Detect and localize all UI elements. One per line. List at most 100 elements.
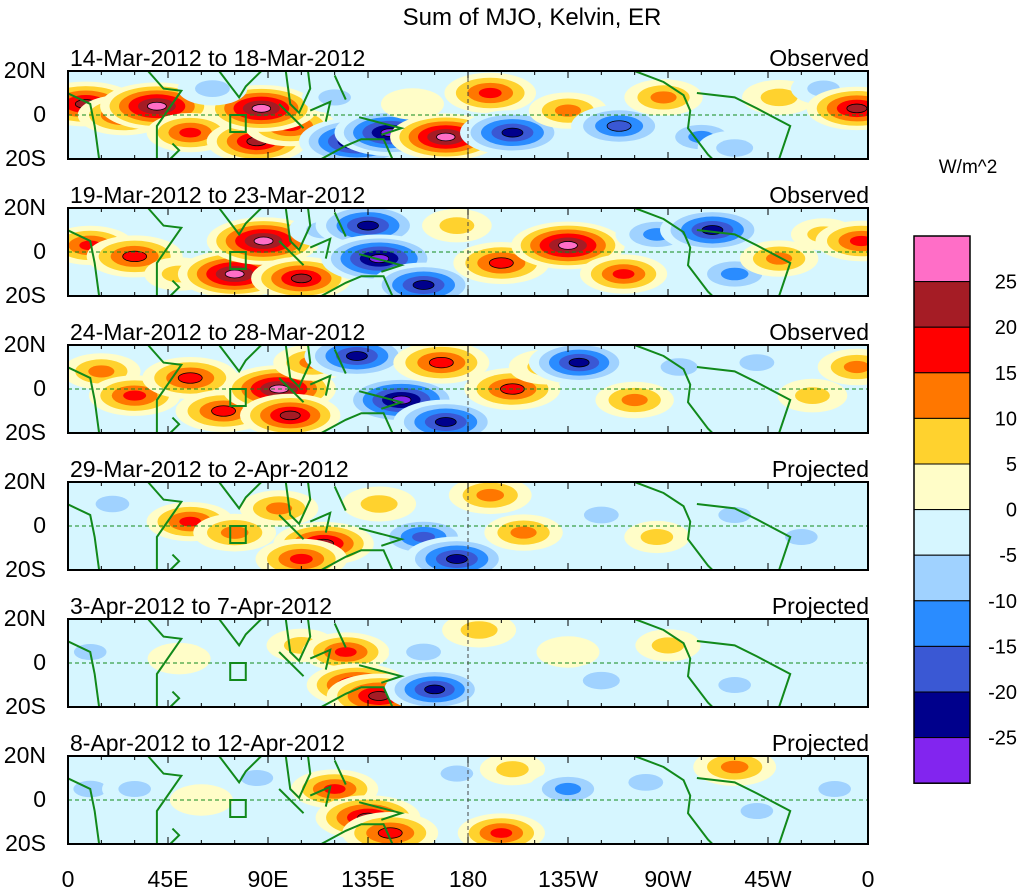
y-tick-label: 20N <box>4 742 46 768</box>
anomaly-blob <box>511 221 625 270</box>
anomaly-blob <box>460 110 565 155</box>
contour-level <box>628 774 664 791</box>
americas-coastline <box>634 208 792 296</box>
colorbar-label: -10 <box>988 591 1017 613</box>
anomaly-blob <box>424 757 490 790</box>
anomaly-field <box>78 482 834 570</box>
anomaly-blob <box>239 490 319 527</box>
contour-level <box>460 621 498 639</box>
contour-level <box>266 502 293 515</box>
anomaly-blob <box>566 498 637 532</box>
contour-level <box>716 139 754 157</box>
x-tick-label: 90E <box>248 866 289 889</box>
contour-level <box>147 642 211 675</box>
colorbar-swatch <box>913 737 971 784</box>
panel-6: 20N 0 20S 8-Apr-2012 to 12-Apr-2012 Projecte… <box>4 730 869 856</box>
anomaly-blob <box>442 619 517 648</box>
contour-level <box>780 625 844 657</box>
maritime-continent-coastline <box>278 622 405 684</box>
anomaly-blob <box>693 255 777 293</box>
anomaly-blob <box>206 217 321 265</box>
colorbar-label: 25 <box>995 272 1017 294</box>
colorbar-swatch <box>913 326 971 374</box>
panel-status-label: Projected <box>772 456 869 482</box>
madagascar-coastline <box>169 416 181 433</box>
contour-level <box>606 120 632 132</box>
anomaly-blob <box>722 345 792 380</box>
panels-group: 20N 0 20S 14-Mar-2012 to 18-Mar-2012 Observe… <box>4 45 869 856</box>
y-tick-label: 20S <box>5 145 46 171</box>
contour-level <box>488 257 514 269</box>
coastlines <box>68 619 792 707</box>
y-tick-label: 0 <box>33 786 46 812</box>
contour-level <box>428 356 454 369</box>
contour-level <box>510 526 537 539</box>
contour-level <box>739 354 775 371</box>
anomaly-blob <box>817 348 868 386</box>
contour-level <box>88 365 115 378</box>
contour-level <box>179 127 202 138</box>
panel-date-label: 29-Mar-2012 to 2-Apr-2012 <box>70 456 349 482</box>
x-tick-label: 135E <box>341 866 395 889</box>
x-axis: 0 45E 90E 135E 180 135W 90W 45W 0 <box>62 866 875 889</box>
madagascar-coastline <box>169 553 181 570</box>
x-tick-label: 45W <box>744 866 792 889</box>
india-coastline <box>218 482 263 511</box>
contour-level <box>412 531 436 543</box>
americas-coastline <box>634 482 792 570</box>
anomaly-blob <box>802 772 868 806</box>
y-tick-label: 0 <box>33 101 46 127</box>
anomaly-blob <box>768 520 834 554</box>
y-tick-label: 0 <box>33 512 46 538</box>
contour-level <box>318 89 351 106</box>
anomaly-blob <box>528 345 630 385</box>
colorbar-swatch <box>913 463 971 511</box>
anomaly-blob <box>739 240 819 277</box>
contour-level <box>740 802 774 820</box>
colorbar-frame <box>913 235 971 784</box>
x-tick-label: 45E <box>148 866 189 889</box>
anomaly-blob <box>610 765 681 800</box>
contour-level <box>846 103 868 114</box>
contour-level <box>583 506 619 524</box>
y-tick-label: 0 <box>33 375 46 401</box>
panel-status-label: Observed <box>769 45 869 71</box>
contour-level <box>434 417 457 427</box>
anomaly-blob <box>147 642 211 675</box>
madagascar-coastline <box>169 142 181 159</box>
panel-date-label: 19-Mar-2012 to 23-Mar-2012 <box>70 182 365 208</box>
americas-coastline <box>634 756 792 844</box>
madagascar-coastline <box>169 690 181 707</box>
colorbar-swatch <box>913 372 971 419</box>
panel-date-label: 3-Apr-2012 to 7-Apr-2012 <box>70 593 332 619</box>
anomaly-blob <box>380 88 444 120</box>
australia-coastline <box>320 549 394 570</box>
anomaly-blob <box>342 486 417 522</box>
contour-level <box>720 760 749 774</box>
anomaly-blob <box>422 208 492 243</box>
panel-1: 20N 0 20S 14-Mar-2012 to 18-Mar-2012 Observe… <box>4 45 869 171</box>
colorbar-swatch <box>913 417 971 465</box>
americas-coastline <box>634 345 792 433</box>
contour-level <box>651 637 685 654</box>
coastlines <box>68 756 792 844</box>
australia-coastline <box>320 412 394 433</box>
maritime-continent-coastline <box>278 74 405 136</box>
contour-level <box>147 101 167 111</box>
contour-level <box>536 636 600 668</box>
colorbar-label: -20 <box>988 682 1017 704</box>
contour-level <box>843 360 868 374</box>
coastlines <box>68 482 792 570</box>
anomaly-blob <box>404 536 510 570</box>
americas-coastline <box>634 619 792 707</box>
contour-level <box>118 780 151 798</box>
y-tick-label: 20S <box>5 830 46 856</box>
americas-coastline <box>634 71 792 159</box>
se-asia-coastline <box>284 756 312 800</box>
anomaly-blob <box>780 625 844 657</box>
anomaly-field <box>68 71 868 159</box>
contour-level <box>279 410 301 421</box>
anomaly-blob <box>564 663 639 699</box>
colorbar-label: -15 <box>988 636 1017 658</box>
anomaly-blob <box>457 813 545 844</box>
